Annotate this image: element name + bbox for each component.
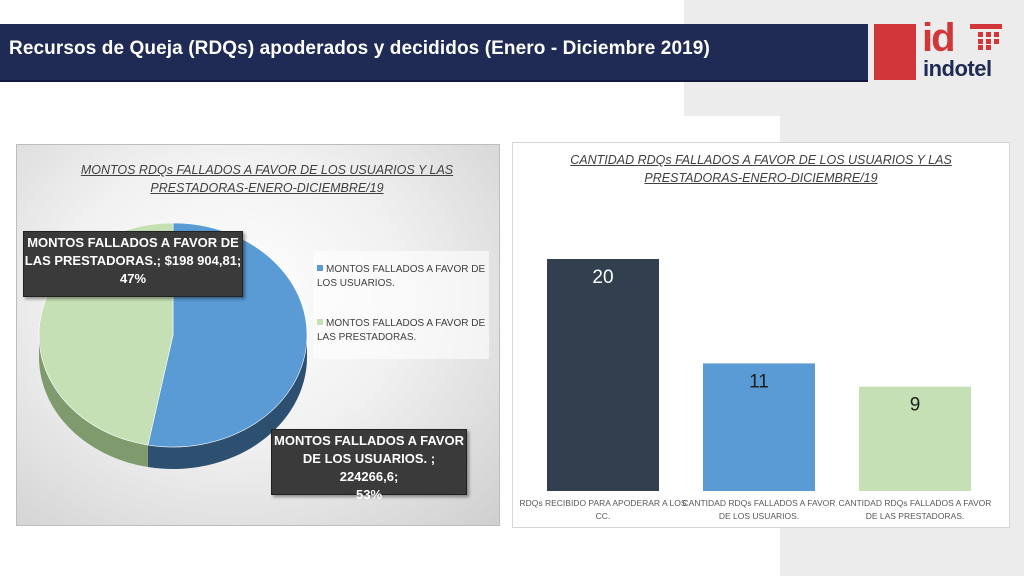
- bar-chart-panel: CANTIDAD RDQs FALLADOS A FAVOR DE LOS US…: [512, 142, 1010, 528]
- pie-slice-providers-side: [39, 335, 148, 468]
- legend-label-users-2: LOS USUARIOS.: [317, 278, 395, 289]
- pie-slice-users-side: [147, 335, 307, 469]
- bar-3-category-label-1: CANTIDAD RDQs FALLADOS A FAVOR: [839, 498, 992, 508]
- bar-chart: 20 RDQs RECIBIDO PARA APODERAR A LOS CC. 11…: [519, 259, 992, 521]
- data-label-providers: MONTOS FALLADOS A FAVOR DE LAS PRESTADOR…: [23, 231, 243, 297]
- legend-label-users-1: MONTOS FALLADOS A FAVOR DE: [326, 264, 486, 275]
- page-title: Recursos de Queja (RDQs) apoderados y de…: [9, 38, 710, 59]
- bar-1-category-label-2: CC.: [596, 511, 611, 521]
- pie-title-line-1: MONTOS RDQs FALLADOS A FAVOR DE LOS USUA…: [80, 163, 454, 177]
- bar-3: [859, 386, 971, 491]
- data-label-users: MONTOS FALLADOS A FAVOR DE LOS USUARIOS.…: [271, 429, 467, 502]
- logo-name-text: indotel: [923, 56, 992, 81]
- legend-swatch-providers: [317, 319, 323, 325]
- header-bar: Recursos de Queja (RDQs) apoderados y de…: [0, 24, 868, 82]
- pie-chart-panel: MONTOS RDQs FALLADOS A FAVOR DE LOS USUA…: [16, 144, 500, 526]
- data-label-users-line-3: 53%: [355, 487, 383, 502]
- legend-swatch-users: [317, 265, 323, 271]
- pie-legend: MONTOS FALLADOS A FAVOR DE LOS USUARIOS.…: [313, 251, 489, 359]
- bar-chart-title: CANTIDAD RDQs FALLADOS A FAVOR DE LOS US…: [553, 151, 969, 187]
- indotel-logo: id indotel: [920, 16, 1012, 84]
- logo-red-block: [874, 24, 916, 80]
- data-label-providers-line-3: 47%: [119, 271, 147, 286]
- bar-2-category-label-2: DE LOS USUARIOS.: [719, 511, 799, 521]
- bar-title-line-1: CANTIDAD RDQs FALLADOS A FAVOR DE LOS US…: [570, 153, 952, 167]
- bar-1-value-label: 20: [592, 267, 613, 288]
- legend-item-providers: MONTOS FALLADOS A FAVOR DE LAS PRESTADOR…: [317, 317, 485, 345]
- logo-grid-icon: [970, 24, 1002, 50]
- data-label-users-line-1: MONTOS FALLADOS A FAVOR: [274, 433, 464, 448]
- bar-3-value-label: 9: [910, 395, 921, 416]
- data-label-users-line-2: DE LOS USUARIOS. ; 224266,6;: [302, 451, 436, 484]
- bar-3-category-label-2: DE LAS PRESTADORAS.: [866, 511, 965, 521]
- data-label-providers-line-1: MONTOS FALLADOS A FAVOR DE: [27, 235, 239, 250]
- logo-id-text: id: [922, 16, 956, 60]
- pie-title-line-2: PRESTADORAS-ENERO-DICIEMBRE/19: [150, 181, 384, 195]
- data-label-providers-line-2: LAS PRESTADORAS.; $198 904,81;: [24, 253, 242, 268]
- pie-chart-title: MONTOS RDQs FALLADOS A FAVOR DE LOS USUA…: [57, 161, 477, 197]
- bar-2-value-label: 11: [749, 371, 769, 392]
- bar-2-category-label-1: CANTIDAD RDQs FALLADOS A FAVOR: [683, 498, 836, 508]
- legend-item-users: MONTOS FALLADOS A FAVOR DE LOS USUARIOS.: [317, 263, 485, 291]
- bar-2: [703, 363, 815, 491]
- bar-1: [547, 259, 659, 491]
- bar-title-line-2: PRESTADORAS-ENERO-DICIEMBRE/19: [644, 171, 878, 185]
- legend-label-providers-1: MONTOS FALLADOS A FAVOR DE: [326, 318, 486, 329]
- bar-1-category-label-1: RDQs RECIBIDO PARA APODERAR A LOS: [519, 498, 686, 508]
- legend-label-providers-2: LAS PRESTADORAS.: [317, 332, 417, 343]
